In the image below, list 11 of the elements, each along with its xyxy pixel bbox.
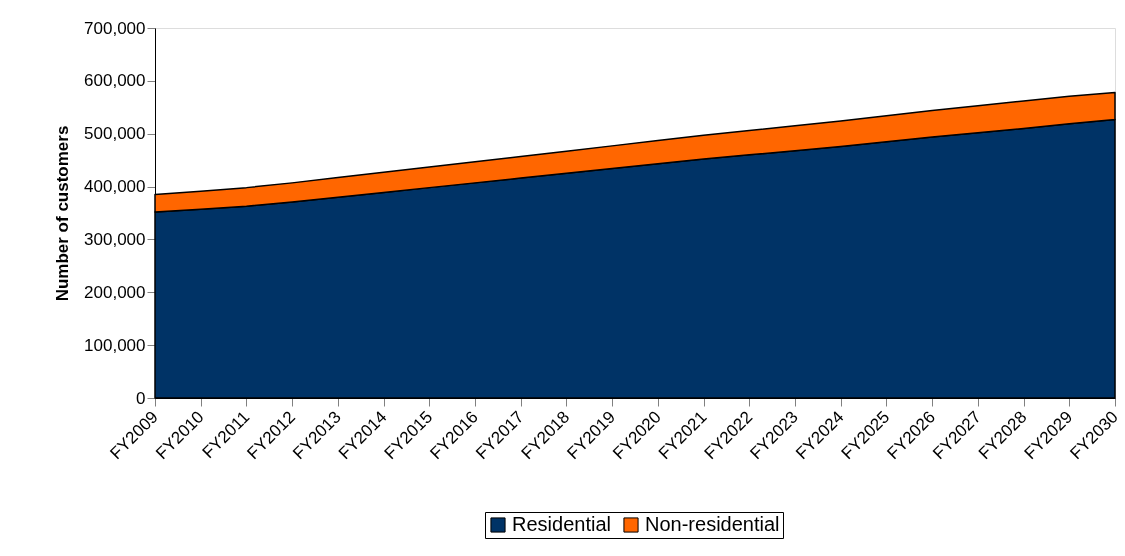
y-tick-label: 400,000	[84, 177, 146, 197]
y-tick-label: 200,000	[84, 282, 146, 302]
y-tick-label: 100,000	[84, 335, 146, 355]
legend-label: Non-residential	[645, 513, 780, 535]
y-tick-label: 500,000	[84, 124, 146, 144]
y-axis-title: Number of customers	[53, 125, 73, 302]
y-tick-label: 0	[136, 388, 146, 408]
legend-label: Residential	[512, 513, 611, 535]
y-tick-label: 600,000	[84, 71, 146, 91]
y-tick-label: 700,000	[84, 18, 146, 38]
y-tick-label: 300,000	[84, 229, 146, 249]
